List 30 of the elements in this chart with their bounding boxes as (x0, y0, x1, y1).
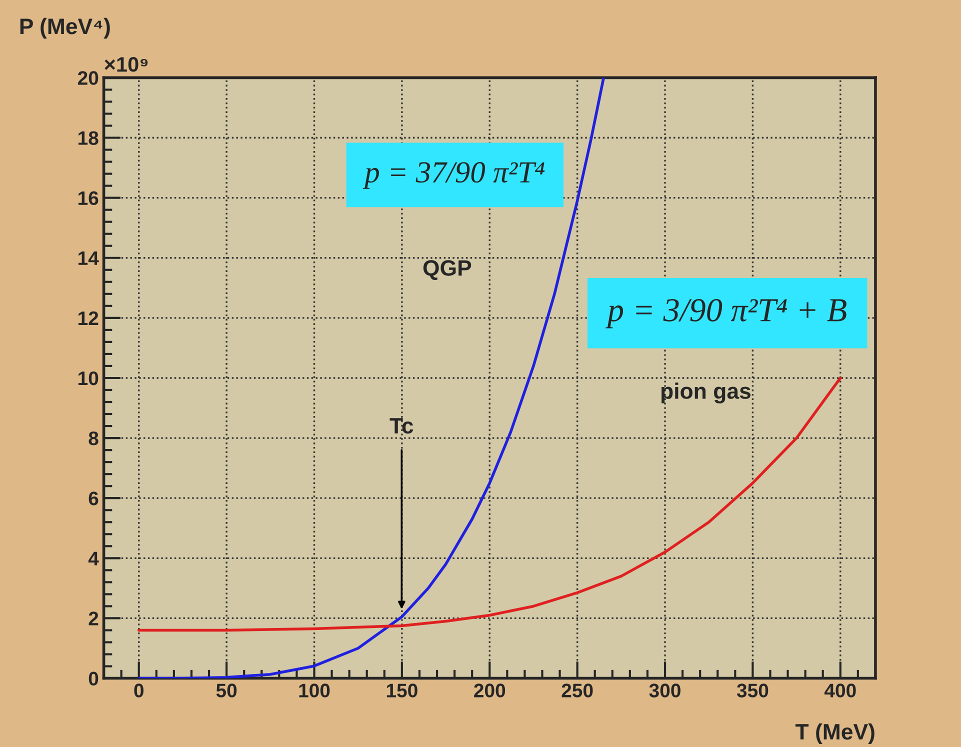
x-tick-label: 150 (386, 684, 418, 698)
x-tick-label: 0 (134, 684, 144, 698)
line-series (137, 78, 606, 678)
annotation: p = 37/90 π²T⁴ (362, 162, 545, 189)
x-tick-label: 400 (824, 684, 856, 698)
y-tick-label: 0 (88, 672, 98, 686)
y-tick-label: 16 (78, 191, 98, 206)
y-tick-label: 12 (78, 311, 98, 325)
annotation: Tc (390, 418, 414, 434)
x-tick-label: 200 (474, 684, 506, 698)
x-tick-label: 50 (216, 684, 237, 698)
x-tick-label: 100 (299, 684, 330, 698)
annotation: QGP (423, 260, 472, 280)
y-tick-label: 14 (78, 252, 99, 265)
x-tick-label: 350 (736, 684, 768, 698)
y-tick-label: 4 (88, 552, 99, 566)
y-tick-label: 2 (88, 612, 98, 626)
text: ×10⁹ (104, 57, 148, 72)
y-tick-label: 18 (78, 131, 98, 145)
annotation: pion gas (661, 382, 750, 404)
x-tick-label: 250 (562, 684, 593, 698)
y-tick-label: 6 (88, 492, 98, 506)
line-series (137, 376, 842, 632)
x-axis-title: T (MeV) (795, 723, 874, 744)
x-tick-label: 300 (649, 684, 680, 698)
y-tick-label: 20 (78, 71, 98, 85)
y-tick-label: 10 (78, 371, 98, 386)
y-axis-title: P (MeV⁴) (20, 18, 110, 39)
y-tick-label: 8 (88, 432, 98, 446)
annotation: p = 3/90 π²T⁴ + B (605, 298, 846, 328)
